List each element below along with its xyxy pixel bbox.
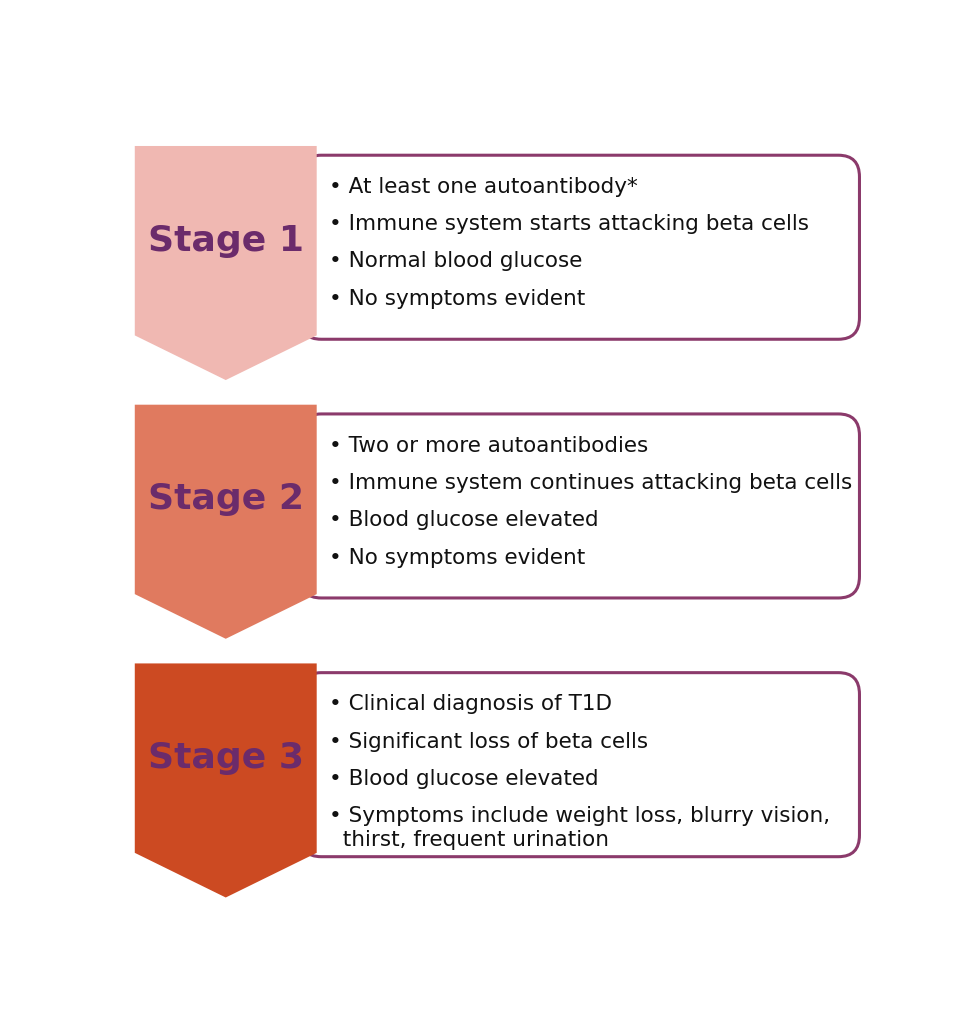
Polygon shape	[135, 404, 316, 639]
FancyBboxPatch shape	[299, 414, 859, 598]
Text: • No symptoms evident: • No symptoms evident	[328, 289, 584, 309]
Text: • Blood glucose elevated: • Blood glucose elevated	[328, 510, 598, 530]
Text: • No symptoms evident: • No symptoms evident	[328, 548, 584, 567]
Text: • Significant loss of beta cells: • Significant loss of beta cells	[328, 731, 647, 752]
Polygon shape	[135, 146, 316, 380]
Text: Stage 3: Stage 3	[147, 741, 303, 775]
Polygon shape	[135, 664, 316, 897]
FancyBboxPatch shape	[299, 673, 859, 857]
Text: • Two or more autoantibodies: • Two or more autoantibodies	[328, 435, 647, 456]
Text: • At least one autoantibody*: • At least one autoantibody*	[328, 177, 637, 197]
Text: • Immune system starts attacking beta cells: • Immune system starts attacking beta ce…	[328, 214, 808, 234]
Text: • Immune system continues attacking beta cells: • Immune system continues attacking beta…	[328, 473, 851, 493]
Text: Stage 1: Stage 1	[147, 223, 303, 258]
Text: • Blood glucose elevated: • Blood glucose elevated	[328, 769, 598, 788]
Text: • Normal blood glucose: • Normal blood glucose	[328, 252, 581, 271]
Text: Stage 2: Stage 2	[147, 482, 303, 516]
Text: • Clinical diagnosis of T1D: • Clinical diagnosis of T1D	[328, 694, 611, 714]
FancyBboxPatch shape	[299, 156, 859, 339]
Text: • Symptoms include weight loss, blurry vision,
  thirst, frequent urination: • Symptoms include weight loss, blurry v…	[328, 806, 829, 850]
